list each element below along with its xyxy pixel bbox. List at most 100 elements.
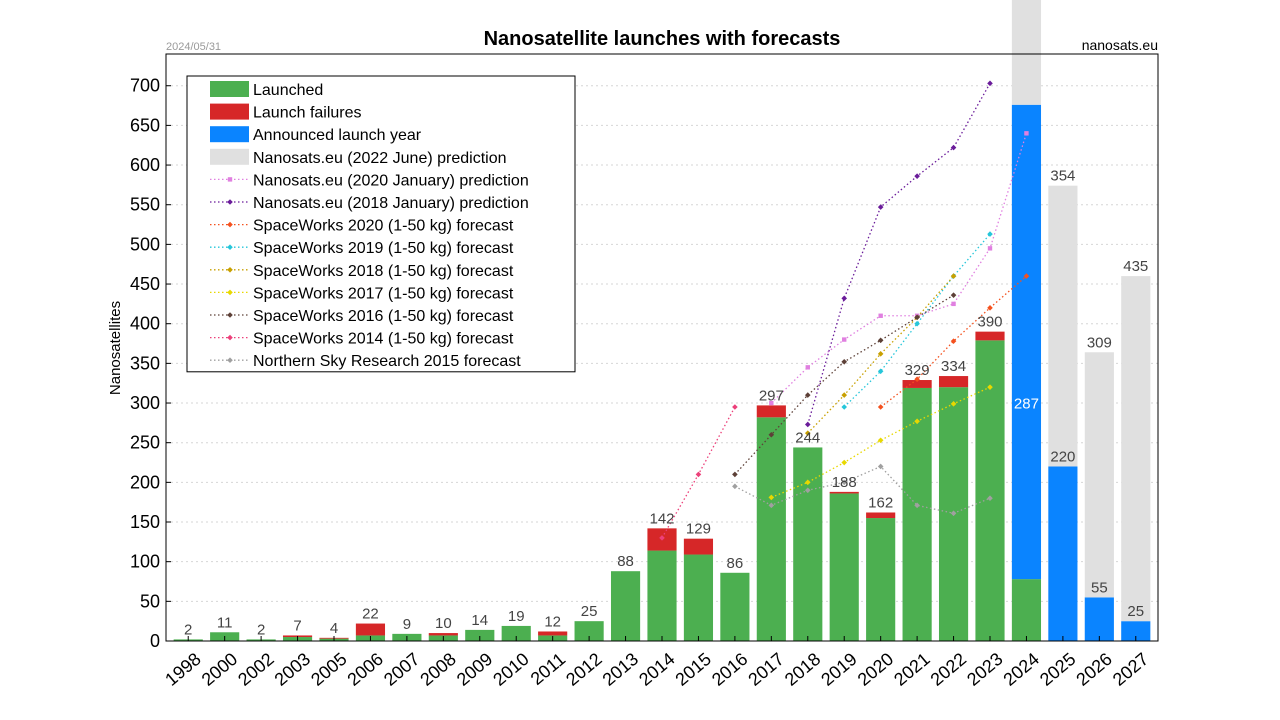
forecast-point-5-2017 xyxy=(768,494,775,501)
data-label-2010: 19 xyxy=(508,608,525,625)
data-label-2011: 12 xyxy=(544,613,561,630)
bar-announced-2027 xyxy=(1121,621,1151,641)
forecast-point-7-2016 xyxy=(732,404,738,410)
bar-prediction-2026 xyxy=(1084,352,1114,598)
bar-prediction-2027 xyxy=(1121,276,1151,622)
forecast-point-0-2024 xyxy=(1024,131,1029,136)
y-tick-label: 150 xyxy=(130,512,160,532)
legend-label: Nanosats.eu (2018 January) prediction xyxy=(253,195,529,212)
y-tick-label: 650 xyxy=(130,115,160,135)
y-tick-label: 450 xyxy=(130,274,160,294)
data-label-2020: 162 xyxy=(868,494,893,511)
bar-failures-2017 xyxy=(756,405,786,418)
x-tick-label-1998: 1998 xyxy=(161,649,205,690)
forecast-point-0-2023 xyxy=(987,246,993,251)
y-tick-label: 500 xyxy=(130,234,160,254)
bar-announced-2026 xyxy=(1084,597,1114,641)
forecast-point-8-2022 xyxy=(950,510,957,517)
data-label-2005: 4 xyxy=(330,620,338,637)
x-tick-label-2020: 2020 xyxy=(854,649,898,690)
data-label-2003: 7 xyxy=(293,617,301,634)
x-tick-label-2003: 2003 xyxy=(271,649,315,690)
bar-launched-2021 xyxy=(902,387,932,641)
inner-label-2025: 220 xyxy=(1050,448,1075,465)
y-tick-label: 200 xyxy=(130,472,160,492)
x-tick-label-2010: 2010 xyxy=(489,649,533,690)
forecast-point-8-2021 xyxy=(914,502,920,509)
forecast-point-5-2022 xyxy=(950,401,957,407)
y-tick-label: 300 xyxy=(130,393,160,413)
forecast-line-3 xyxy=(843,233,991,408)
x-tick-label-2007: 2007 xyxy=(380,649,424,690)
x-tick-label-2002: 2002 xyxy=(234,649,278,690)
legend-label: SpaceWorks 2020 (1-50 kg) forecast xyxy=(253,218,514,235)
legend-marker xyxy=(227,221,233,228)
data-label-2000: 11 xyxy=(217,614,233,631)
legend-marker xyxy=(227,199,233,205)
legend-label: Nanosats.eu (2020 January) prediction xyxy=(253,172,529,189)
forecast-point-2-2020 xyxy=(877,404,884,410)
x-tick-label-2022: 2022 xyxy=(927,649,971,690)
data-label-2017: 297 xyxy=(759,387,784,404)
forecast-point-4-2022 xyxy=(950,273,957,279)
forecast-point-1-2023 xyxy=(987,80,993,87)
forecast-line-1 xyxy=(807,83,991,425)
forecast-point-5-2023 xyxy=(987,384,993,390)
legend-label: Announced launch year xyxy=(253,127,422,144)
y-tick-label: 700 xyxy=(130,76,160,96)
bar-prediction-2025 xyxy=(1048,185,1078,467)
bar-launched-2014 xyxy=(647,550,677,641)
data-label-2006: 22 xyxy=(362,606,379,623)
x-tick-label-2005: 2005 xyxy=(307,649,351,690)
data-labels: 2 11 2 7 4 22 9 10 14 19 12 25 88 142 129 86 297 244 188 16… xyxy=(184,168,1148,639)
legend-marker xyxy=(227,267,233,273)
bar-launched-2016 xyxy=(720,572,750,641)
data-label-2013: 88 xyxy=(617,553,634,570)
x-tick-label-2027: 2027 xyxy=(1109,649,1153,690)
forecast-point-0-2019 xyxy=(842,337,847,342)
y-tick-label: 600 xyxy=(130,155,160,175)
forecast-point-7-2015 xyxy=(695,471,702,478)
forecast-point-0-2017 xyxy=(769,400,774,406)
forecast-lines xyxy=(659,80,1030,541)
data-label-2027: 435 xyxy=(1123,258,1148,275)
bar-announced-2025 xyxy=(1048,466,1078,641)
forecast-point-6-2021 xyxy=(914,314,920,321)
bar-prediction-2024 xyxy=(1011,0,1042,105)
forecast-point-1-2020 xyxy=(877,204,884,210)
y-tick-label: 400 xyxy=(130,314,160,334)
forecast-point-3-2021 xyxy=(914,320,920,327)
x-tick-label-2009: 2009 xyxy=(453,649,497,690)
bar-announced-2024 xyxy=(1011,104,1042,580)
legend-swatch xyxy=(210,126,249,143)
x-tick-label-2006: 2006 xyxy=(343,649,387,690)
forecast-point-5-2018 xyxy=(804,479,811,486)
bar-launched-2013 xyxy=(610,571,641,641)
bar-failures-2023 xyxy=(975,331,1005,341)
bar-failures-2019 xyxy=(829,491,859,494)
bar-launched-2024 xyxy=(1011,579,1042,641)
forecast-point-2-2024 xyxy=(1023,273,1030,279)
legend-swatch xyxy=(210,148,249,165)
forecast-point-6-2020 xyxy=(877,337,884,344)
forecast-point-1-2022 xyxy=(950,144,957,151)
forecast-point-3-2019 xyxy=(841,404,848,410)
chart-title: Nanosatellite launches with forecasts xyxy=(484,28,841,50)
bar-launched-2010 xyxy=(501,625,531,641)
data-label-2009: 14 xyxy=(471,612,488,629)
data-label-2025: 354 xyxy=(1050,168,1075,185)
bar-launched-2012 xyxy=(574,621,604,641)
data-label-2012: 25 xyxy=(581,603,598,620)
data-label-2018: 244 xyxy=(795,429,820,446)
bar-failures-2015 xyxy=(683,538,714,555)
legend-swatch xyxy=(210,81,249,97)
forecast-point-8-2023 xyxy=(987,495,993,502)
x-tick-label-2015: 2015 xyxy=(671,649,715,690)
forecast-point-8-2019 xyxy=(841,479,848,486)
data-label-2015: 129 xyxy=(686,521,711,538)
legend-marker xyxy=(227,312,233,318)
forecast-point-1-2018 xyxy=(804,421,811,428)
forecast-point-3-2023 xyxy=(987,231,993,237)
forecast-point-6-2017 xyxy=(768,431,775,438)
y-tick-label: 250 xyxy=(130,433,160,453)
